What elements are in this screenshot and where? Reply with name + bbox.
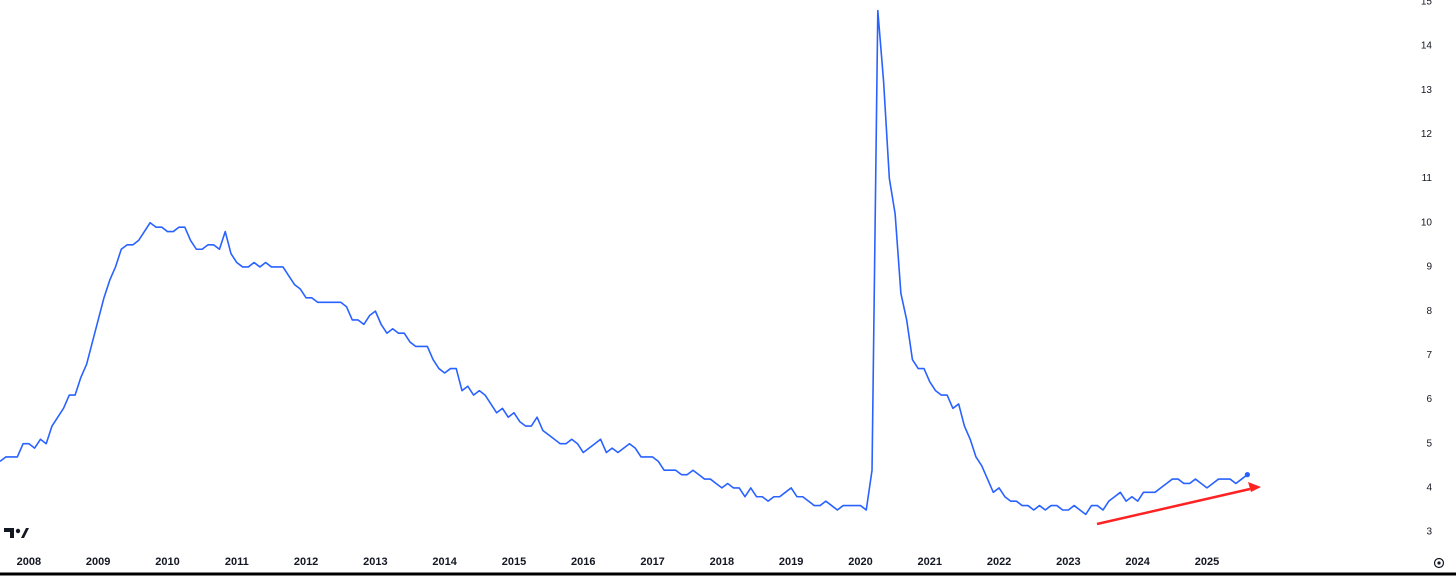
x-tick-label: 2013 bbox=[363, 556, 387, 568]
x-tick-label: 2010 bbox=[155, 556, 179, 568]
x-tick-label: 2023 bbox=[1056, 556, 1080, 568]
x-tick-label: 2011 bbox=[225, 556, 249, 568]
x-tick-label: 2024 bbox=[1125, 556, 1150, 568]
y-tick-label: 11 bbox=[1422, 173, 1433, 184]
y-tick-label: 6 bbox=[1426, 394, 1432, 405]
x-tick-label: 2009 bbox=[86, 556, 110, 568]
y-tick-label: 14 bbox=[1421, 41, 1433, 52]
data-line bbox=[0, 9, 1248, 516]
trend-arrow bbox=[1096, 482, 1261, 526]
y-tick-label: 9 bbox=[1426, 262, 1432, 273]
y-tick-label: 4 bbox=[1426, 483, 1432, 494]
x-tick-label: 2021 bbox=[918, 556, 942, 568]
y-tick-label: 12 bbox=[1421, 129, 1433, 140]
y-tick-label: 8 bbox=[1426, 306, 1432, 317]
x-tick-label: 2020 bbox=[848, 556, 872, 568]
last-point bbox=[1244, 472, 1250, 478]
y-tick-label: 10 bbox=[1421, 217, 1433, 228]
x-tick-label: 2025 bbox=[1195, 556, 1219, 568]
x-tick-label: 2014 bbox=[432, 556, 457, 568]
x-tick-label: 2008 bbox=[17, 556, 41, 568]
y-tick-label: 15 bbox=[1421, 0, 1433, 7]
y-tick-label: 13 bbox=[1421, 85, 1433, 96]
y-tick-label: 3 bbox=[1426, 527, 1432, 538]
y-tick-label: 5 bbox=[1426, 438, 1432, 449]
y-tick-label: 7 bbox=[1426, 350, 1432, 361]
x-tick-label: 2018 bbox=[710, 556, 734, 568]
x-tick-label: 2022 bbox=[987, 556, 1011, 568]
tradingview-logo bbox=[4, 528, 29, 538]
x-tick-label: 2017 bbox=[640, 556, 664, 568]
x-tick-label: 2016 bbox=[571, 556, 595, 568]
settings-icon[interactable] bbox=[1433, 557, 1445, 569]
x-tick-label: 2012 bbox=[294, 556, 318, 568]
x-tick-label: 2015 bbox=[502, 556, 526, 568]
x-tick-label: 2019 bbox=[779, 556, 803, 568]
